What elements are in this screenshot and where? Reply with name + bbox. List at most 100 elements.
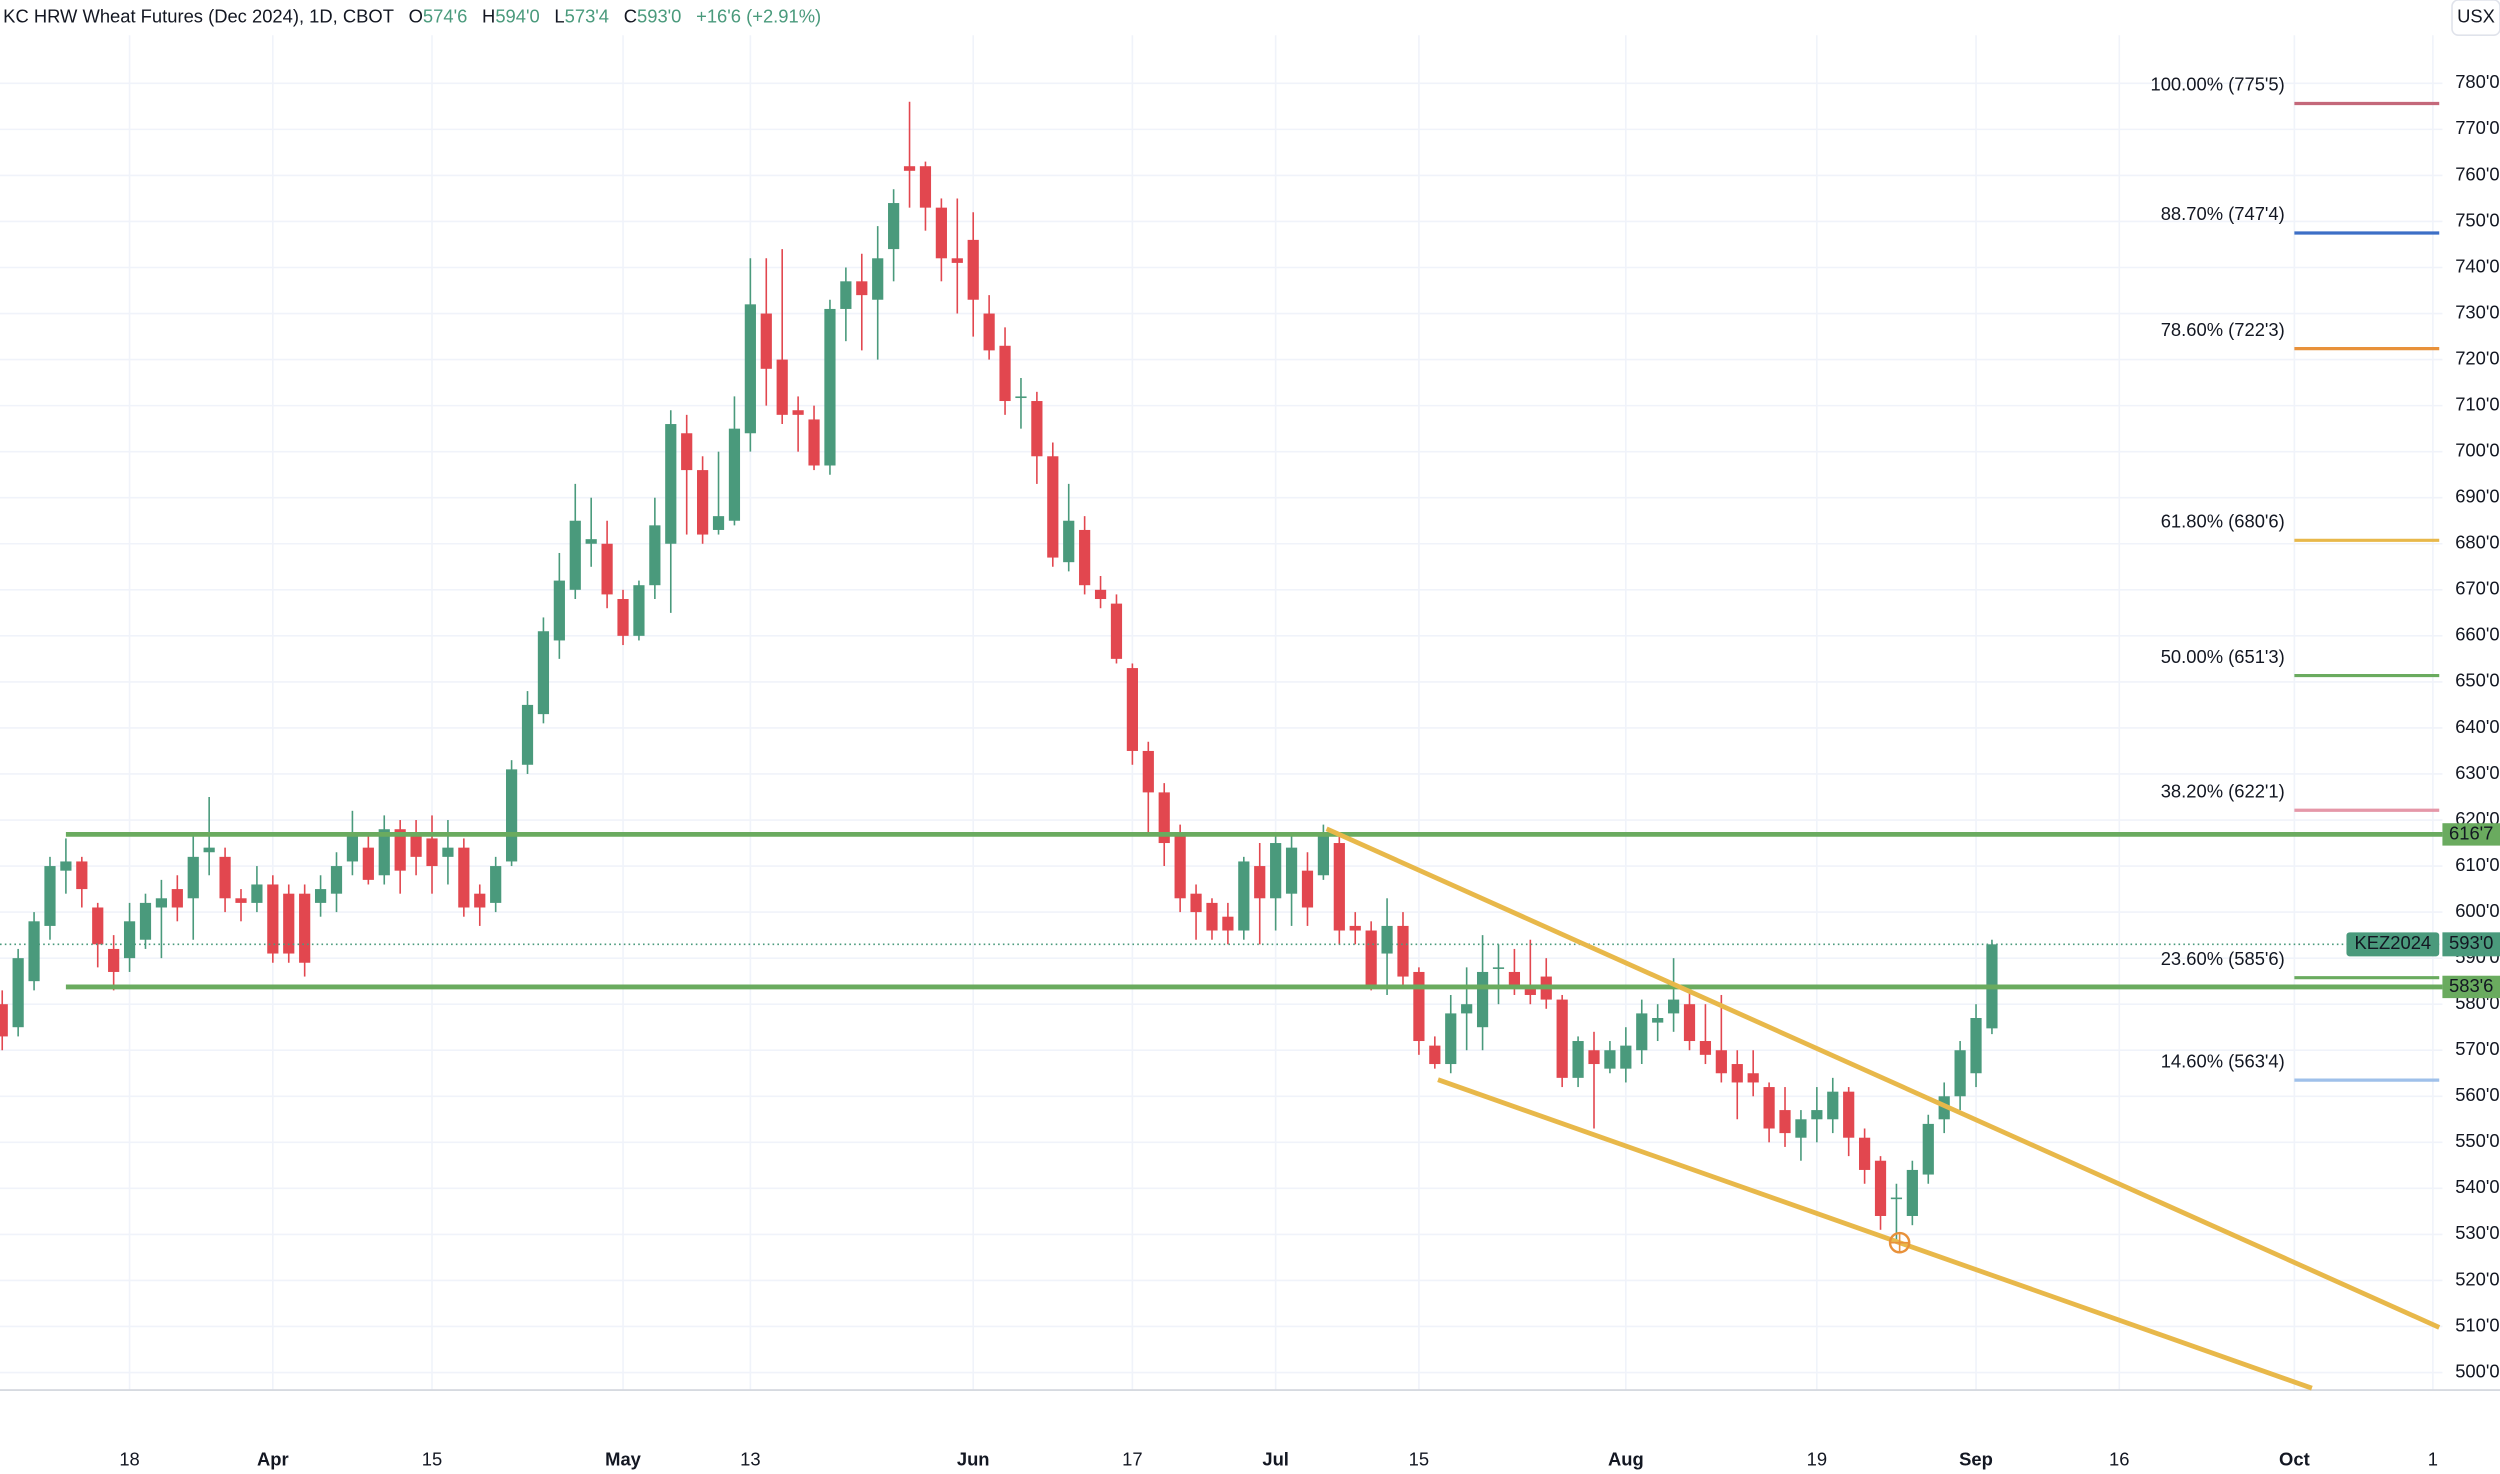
candle-body xyxy=(1142,750,1154,793)
candle-body xyxy=(999,345,1011,402)
candle-body xyxy=(617,599,629,636)
y-tick-label: 640'0 xyxy=(2455,716,2499,737)
candle-body xyxy=(1667,999,1680,1014)
fib-label: 38.20% (622'1) xyxy=(2161,780,2285,801)
candle-body xyxy=(537,631,550,715)
candle-body xyxy=(283,893,295,954)
x-tick-label: 1 xyxy=(2428,1448,2438,1469)
candle-body xyxy=(728,428,741,521)
candle-body xyxy=(426,838,438,867)
candle-body xyxy=(1397,925,1409,977)
candle-body xyxy=(919,166,932,208)
candle-body xyxy=(1763,1087,1775,1129)
candle-body xyxy=(1190,893,1202,913)
candle-body xyxy=(1270,843,1282,899)
ohlc-value: 594'0 xyxy=(495,5,539,26)
x-tick-label: 17 xyxy=(1122,1448,1142,1469)
y-tick-label: 570'0 xyxy=(2455,1038,2499,1059)
y-tick-label: 630'0 xyxy=(2455,762,2499,783)
candle-body xyxy=(1174,833,1186,899)
candle-body xyxy=(1906,1169,1918,1216)
candle-body xyxy=(155,898,168,908)
y-tick-label: 510'0 xyxy=(2455,1314,2499,1335)
level-box xyxy=(2442,975,2500,999)
candle-body xyxy=(1620,1045,1632,1069)
x-tick-label: Jun xyxy=(957,1448,990,1469)
candle-body xyxy=(1954,1050,1966,1097)
x-tick-label: Aug xyxy=(1608,1448,1644,1469)
candle-body xyxy=(1492,967,1505,969)
candle-body xyxy=(1079,529,1091,586)
candle-body xyxy=(1333,843,1345,931)
candle-body xyxy=(299,893,311,963)
candle-body xyxy=(123,921,136,959)
candle-body xyxy=(219,856,231,899)
candle-body xyxy=(1524,985,1536,995)
candle-body xyxy=(1031,401,1043,457)
symbol-box xyxy=(2346,932,2440,957)
current-price-label: 593'0 xyxy=(2449,932,2493,953)
level-box xyxy=(2442,823,2500,846)
y-tick-label: 560'0 xyxy=(2455,1084,2499,1105)
candle-body xyxy=(108,948,120,972)
symbol-label: KEZ2024 xyxy=(2355,932,2432,953)
candle-body xyxy=(1063,520,1075,563)
candle-body xyxy=(251,884,263,903)
candle-body xyxy=(681,433,693,471)
candle-body xyxy=(410,833,422,857)
candle-body xyxy=(776,359,788,415)
candle-body xyxy=(1556,999,1568,1078)
candle-body xyxy=(1365,930,1377,986)
candle-body xyxy=(28,921,40,982)
x-tick-label: 16 xyxy=(2109,1448,2129,1469)
candle-body xyxy=(92,907,104,945)
candle-body xyxy=(203,847,215,853)
fib-label: 88.70% (747'4) xyxy=(2161,203,2285,224)
candle-body xyxy=(1922,1123,1934,1175)
candle-body xyxy=(1047,456,1059,558)
candle-body xyxy=(697,470,709,535)
y-tick-label: 770'0 xyxy=(2455,117,2499,138)
candle-body xyxy=(346,833,359,862)
candle-body xyxy=(1731,1064,1743,1083)
candle-body xyxy=(601,543,613,595)
candle-body xyxy=(824,308,836,466)
y-tick-label: 680'0 xyxy=(2455,532,2499,553)
candle-body xyxy=(872,258,884,300)
grid xyxy=(0,35,2500,1391)
x-tick-label: 18 xyxy=(119,1448,139,1469)
candle-body xyxy=(1811,1110,1823,1120)
x-tick-label: 15 xyxy=(1409,1448,1429,1469)
candle-body xyxy=(1699,1041,1712,1055)
x-tick-label: 15 xyxy=(422,1448,442,1469)
candle-body xyxy=(1476,971,1489,1028)
candle-body xyxy=(1636,1013,1648,1051)
candle-body xyxy=(1317,833,1329,876)
candle-body xyxy=(1126,668,1138,751)
candle-body xyxy=(187,856,199,899)
fib-label: 78.60% (722'3) xyxy=(2161,319,2285,340)
ohlc-value: 574'6 xyxy=(423,5,467,26)
plot xyxy=(0,101,1998,1244)
candle-body xyxy=(44,866,56,926)
candle-body xyxy=(1015,396,1027,399)
y-tick-label: 660'0 xyxy=(2455,624,2499,645)
candle-body xyxy=(394,829,406,871)
fib-label: 23.60% (585'6) xyxy=(2161,948,2285,969)
candle-body xyxy=(521,704,534,765)
ohlc-key: H xyxy=(482,5,495,26)
y-tick-label: 720'0 xyxy=(2455,347,2499,368)
x-tick-label: 19 xyxy=(1807,1448,1827,1469)
candle-body xyxy=(1254,866,1266,899)
candle-body xyxy=(1445,1013,1457,1065)
overlay: 500'0 510'0 520'0 530'0 540'0 550'0 560'0 570'0… xyxy=(0,71,2500,1469)
candle-body xyxy=(1859,1137,1871,1170)
y-tick-label: 760'0 xyxy=(2455,163,2499,184)
candle-body xyxy=(967,239,979,300)
candle-body xyxy=(1652,1017,1664,1023)
candle-body xyxy=(474,893,486,908)
y-tick-label: 670'0 xyxy=(2455,578,2499,599)
y-tick-label: 650'0 xyxy=(2455,670,2499,691)
